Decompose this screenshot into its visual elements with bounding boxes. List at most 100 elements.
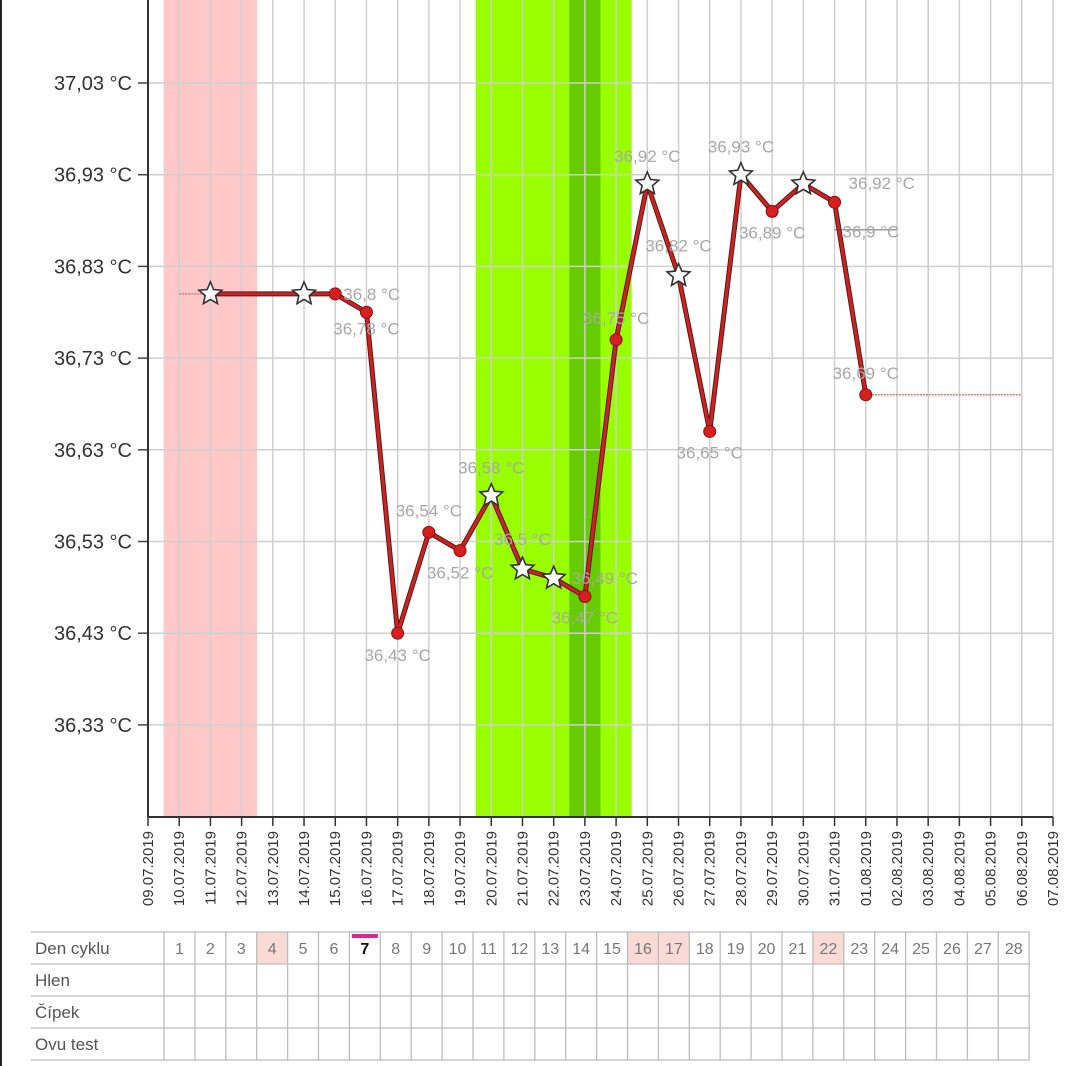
data-label: 36,47 °C: [552, 609, 618, 628]
table-day-number: 12: [510, 941, 528, 958]
data-labels: 36,8 °C36,78 °C36,43 °C36,54 °C36,52 °C3…: [333, 138, 915, 666]
point-marker: [765, 204, 779, 218]
table-row-label: Ovu test: [35, 1035, 99, 1054]
table-day-number: 19: [727, 941, 745, 958]
table-day-number: 3: [237, 941, 246, 958]
table-day-number: 5: [299, 941, 308, 958]
y-tick-label: 36,93 °C: [54, 165, 132, 187]
x-tick-label: 28.07.2019: [733, 831, 750, 906]
x-tick-label: 10.07.2019: [171, 831, 188, 906]
data-label: 36,43 °C: [364, 646, 430, 665]
data-label: 36,65 °C: [677, 443, 743, 462]
point-marker: [422, 525, 436, 539]
table-day-number: 2: [206, 941, 215, 958]
table-row-label: Hlen: [35, 971, 70, 990]
chart-grid: [147, 0, 1054, 817]
data-label: 36,75 °C: [583, 309, 649, 328]
highlighted-day-cell: [812, 932, 844, 964]
data-label: 36,78 °C: [333, 319, 399, 338]
y-tick-label: 36,53 °C: [54, 532, 132, 554]
x-tick-label: 06.08.2019: [1014, 831, 1031, 906]
table-row-label: Čípek: [35, 1003, 80, 1022]
x-tick-label: 03.08.2019: [920, 831, 937, 906]
x-tick-label: 29.07.2019: [764, 831, 781, 906]
x-tick-label: 25.07.2019: [639, 831, 656, 906]
star-marker: [727, 160, 755, 187]
table-day-number: 13: [541, 941, 559, 958]
data-label: 36,89 °C: [739, 223, 805, 242]
x-tick-label: 31.07.2019: [827, 831, 844, 906]
table-day-number: 28: [1005, 941, 1023, 958]
x-tick-label: 20.07.2019: [483, 831, 500, 906]
data-label: 36,92 °C: [849, 174, 915, 193]
x-tick-label: 02.08.2019: [889, 831, 906, 906]
point-marker: [578, 590, 592, 604]
data-label: 36,93 °C: [708, 138, 774, 157]
y-tick-label: 36,83 °C: [54, 256, 132, 278]
table-day-number: 8: [391, 941, 400, 958]
x-tick-label: 09.07.2019: [140, 831, 157, 906]
x-tick-label: 07.08.2019: [1045, 831, 1062, 906]
table-day-number: 6: [329, 941, 338, 958]
x-tick-label: 17.07.2019: [390, 831, 407, 906]
x-tick-label: 13.07.2019: [265, 831, 282, 906]
x-tick-label: 01.08.2019: [858, 831, 875, 906]
star-marker: [509, 554, 536, 581]
x-tick-label: 11.07.2019: [202, 831, 219, 905]
table-day-number: 20: [758, 941, 776, 958]
table-day-number: 25: [912, 941, 930, 958]
x-tick-label: 14.07.2019: [296, 831, 313, 906]
y-tick-label: 37,03 °C: [54, 73, 132, 95]
x-tick-label: 30.07.2019: [795, 831, 812, 906]
table-day-number: 27: [974, 941, 992, 958]
data-label: 36,92 °C: [614, 147, 680, 166]
data-label: 36,49 °C: [572, 569, 638, 588]
data-label: 36,69 °C: [833, 364, 899, 383]
point-marker: [328, 287, 342, 301]
star-marker: [540, 564, 568, 590]
highlighted-day-cell: [256, 932, 288, 964]
y-tick-label: 36,43 °C: [54, 623, 132, 645]
star-marker: [197, 279, 224, 306]
table-day-number: 16: [634, 941, 652, 958]
table-day-number: 26: [943, 941, 961, 958]
data-label: 36,58 °C: [458, 459, 524, 478]
table-day-number: 24: [881, 941, 899, 958]
data-label: 36,82 °C: [645, 237, 711, 256]
table-day-number: 17: [665, 941, 683, 958]
data-label: 36,52 °C: [427, 564, 493, 583]
x-tick-label: 23.07.2019: [577, 831, 594, 906]
table-day-number: 23: [850, 941, 868, 958]
table-day-number: 22: [819, 941, 837, 958]
point-marker: [703, 424, 717, 438]
star-marker: [633, 169, 661, 196]
x-tick-label: 15.07.2019: [327, 831, 344, 906]
temperature-series: [197, 160, 873, 640]
table-day-number: 10: [449, 941, 467, 958]
point-marker: [859, 388, 873, 402]
x-tick-label: 04.08.2019: [951, 831, 968, 906]
x-tick-label: 26.07.2019: [671, 831, 688, 906]
star-marker: [665, 261, 692, 287]
table-day-number: 1: [175, 941, 184, 958]
point-marker: [391, 626, 405, 640]
highlighted-day-cell: [627, 932, 659, 964]
star-marker: [789, 169, 817, 196]
table-day-number: 14: [572, 941, 590, 958]
data-label: 36,8 °C: [343, 285, 400, 304]
y-tick-label: 36,63 °C: [54, 440, 132, 462]
table-day-number: 4: [268, 941, 277, 958]
table-row-label: Den cyklu: [35, 939, 110, 958]
star-marker: [290, 279, 318, 306]
point-marker: [359, 305, 373, 319]
reference-label: 36,9 °C: [843, 223, 900, 242]
x-tick-label: 24.07.2019: [608, 831, 625, 906]
x-tick-label: 22.07.2019: [546, 831, 563, 906]
x-tick-label: 27.07.2019: [702, 831, 719, 906]
point-marker: [609, 333, 623, 347]
x-tick-label: 16.07.2019: [358, 831, 375, 906]
y-tick-label: 36,33 °C: [54, 715, 132, 737]
